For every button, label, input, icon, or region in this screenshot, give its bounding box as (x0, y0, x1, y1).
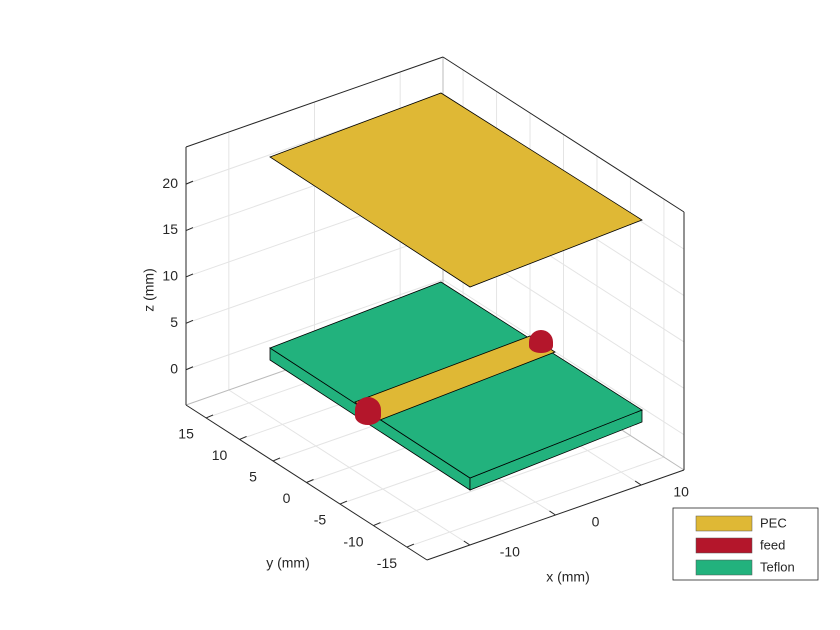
legend-swatch (695, 559, 753, 576)
tick-mark (185, 180, 194, 185)
y-tick-label: -5 (314, 512, 327, 528)
tick-mark (205, 414, 214, 419)
z-tick-label: 15 (162, 221, 178, 237)
y-axis-label: y (mm) (266, 555, 310, 571)
tick-mark (185, 273, 194, 278)
tick-mark (185, 319, 194, 324)
tick-mark (373, 522, 381, 527)
legend-label: feed (760, 537, 785, 552)
z-tick-label: 20 (162, 175, 178, 191)
x-tick-label: -10 (500, 544, 520, 560)
y-tick-label: 0 (283, 490, 291, 506)
z-tick-label: 0 (170, 360, 178, 376)
grid-line (185, 232, 444, 324)
x-tick-label: 0 (592, 514, 600, 530)
tick-mark (549, 510, 556, 516)
legend-label: PEC (760, 515, 787, 530)
z-tick-label: 10 (162, 268, 178, 284)
geometry (269, 92, 643, 491)
tick-mark (185, 227, 194, 231)
legend-swatch (695, 537, 753, 554)
y-tick-label: 5 (249, 469, 257, 485)
axes: -10 0 10 -15 -10 -5 0 5 10 15 0 5 10 15 20 (162, 56, 689, 571)
tick-mark (463, 540, 471, 546)
legend: PEC feed Teflon (672, 507, 819, 581)
z-tick-label: 5 (170, 314, 178, 330)
feed (529, 330, 553, 353)
y-tick-label: -10 (343, 533, 363, 549)
tick-mark (634, 480, 642, 486)
grid-line (373, 435, 631, 527)
grid-line (185, 279, 444, 371)
legend-swatch (695, 515, 753, 532)
grid-line (442, 279, 685, 436)
tick-mark (306, 479, 314, 483)
axis-edge (442, 56, 685, 213)
legend-label: Teflon (760, 559, 795, 574)
tick-mark (185, 366, 194, 371)
axis-edge (185, 56, 444, 148)
x-tick-label: 10 (673, 484, 689, 500)
grid-line (406, 456, 665, 548)
y-tick-label: 10 (212, 447, 228, 463)
x-axis-label: x (mm) (546, 569, 590, 585)
pec-plate (269, 92, 643, 288)
y-tick-label: 15 (178, 426, 194, 442)
z-axis-label: z (mm) (141, 268, 157, 312)
tick-mark (239, 435, 247, 440)
y-tick-label: -15 (377, 555, 397, 571)
tick-mark (272, 457, 281, 462)
tick-mark (339, 500, 348, 505)
tick-mark (406, 543, 415, 548)
feed (355, 397, 381, 425)
